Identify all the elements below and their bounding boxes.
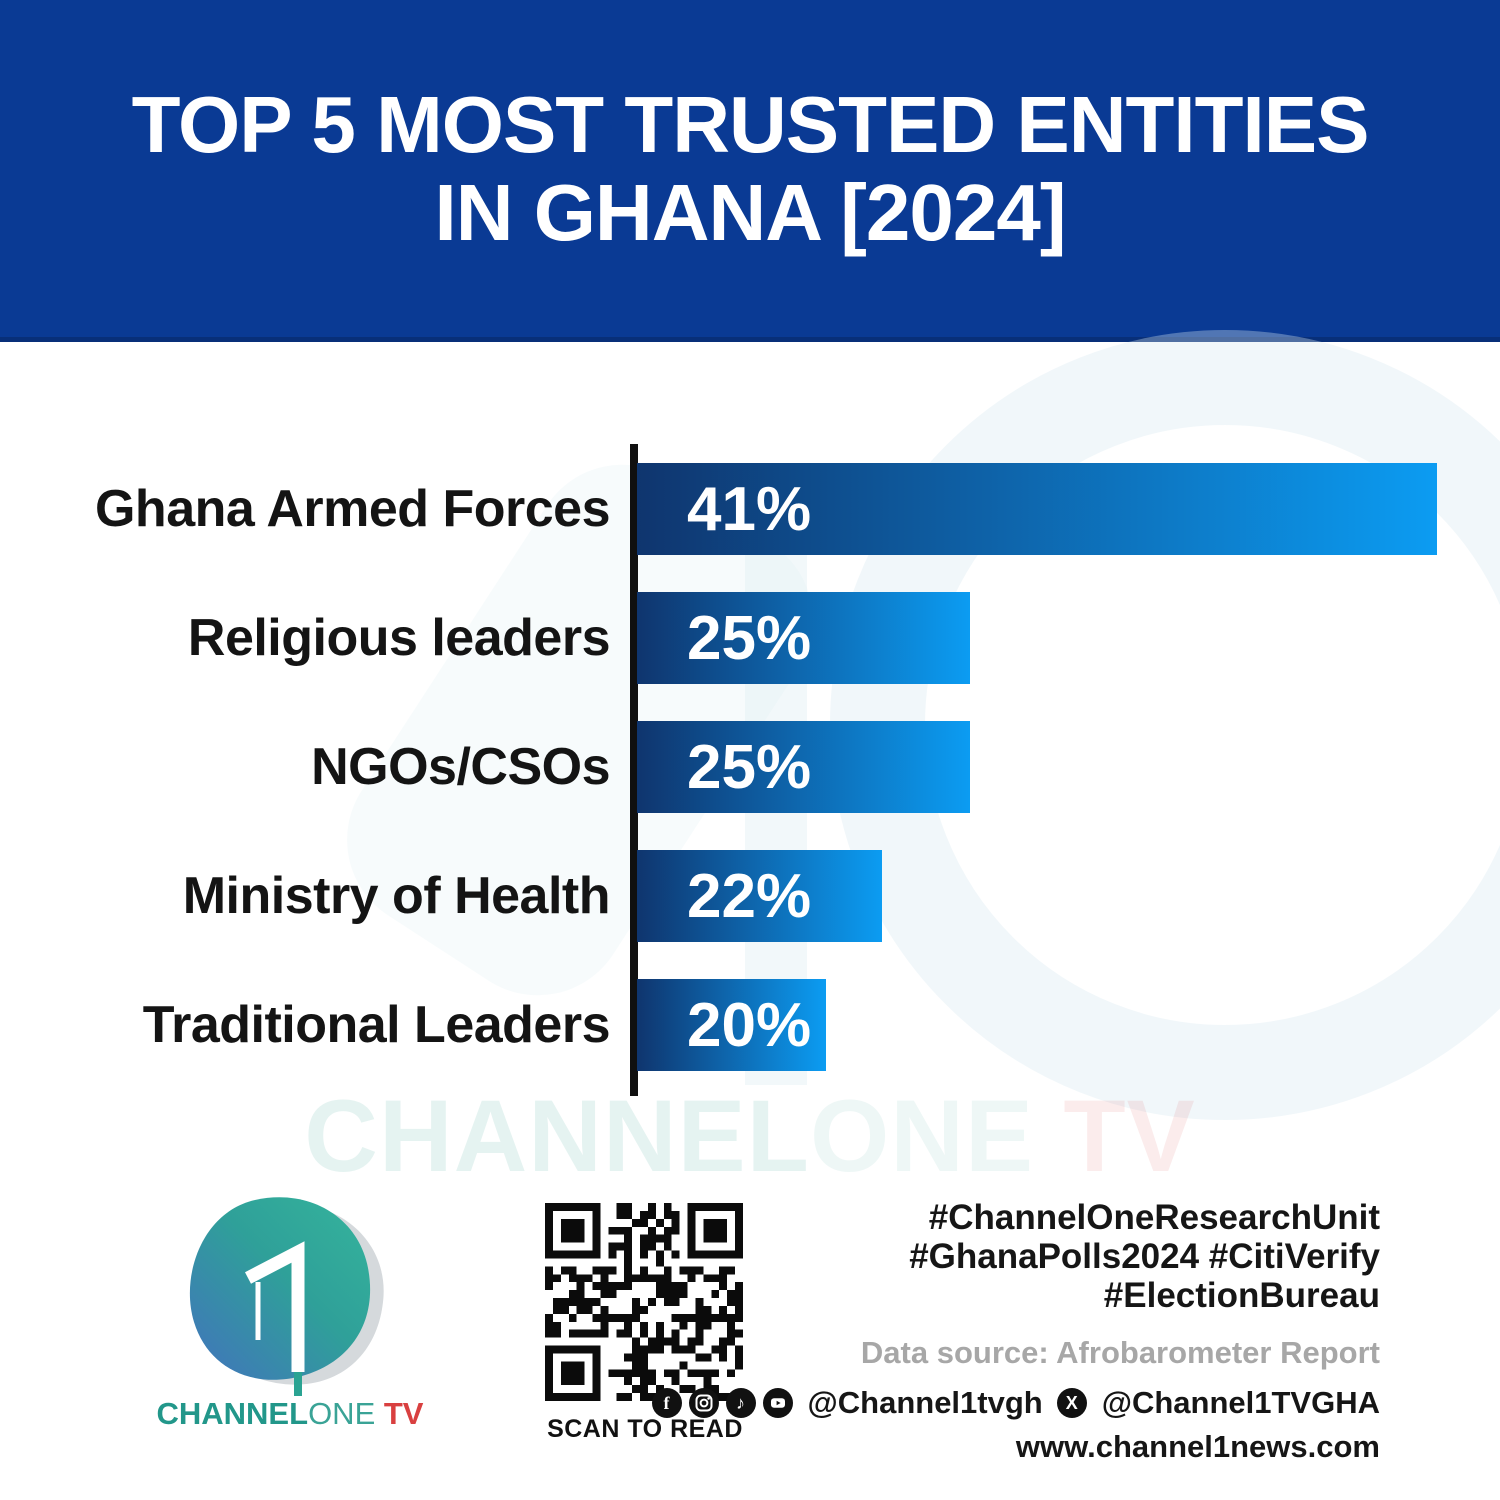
youtube-icon: [762, 1388, 793, 1418]
x-icon: X: [1056, 1388, 1087, 1418]
bar: 25%: [637, 592, 970, 684]
category-label: Traditional Leaders: [142, 996, 611, 1054]
title-line2: IN GHANA [2024]: [434, 167, 1066, 257]
social-row: f ♪ @Channel1tvgh X @Channel1TVGHA: [651, 1385, 1380, 1421]
website-url: www.channel1news.com: [1015, 1429, 1380, 1464]
channel-watermark: CHANNELONE TV: [0, 1078, 1500, 1195]
bar: 25%: [637, 721, 970, 813]
channel-one-logo-mark: [189, 1197, 384, 1396]
wordmark-tv: TV: [375, 1396, 424, 1431]
footer-right-block: #ChannelOneResearchUnit #GhanaPolls2024 …: [651, 1198, 1380, 1465]
qr-code: [545, 1203, 743, 1401]
bar: 22%: [637, 850, 882, 942]
wordmark-channel: CHANNEL: [156, 1396, 309, 1431]
logo-numeral-one: [245, 1241, 305, 1372]
bar-chart: Ghana Armed Forces 41% Religious leaders…: [0, 463, 1500, 1108]
chart-row: Religious leaders 25%: [0, 592, 1500, 684]
instagram-icon: [688, 1388, 719, 1418]
logo-stem: [294, 1372, 302, 1396]
title-line1: TOP 5 MOST TRUSTED ENTITIES: [131, 79, 1370, 169]
bar: 20%: [637, 979, 826, 1071]
value-label: 41%: [687, 474, 812, 544]
category-label: Ministry of Health: [182, 867, 611, 925]
channel-one-logo: CHANNELONE TV: [140, 1190, 440, 1440]
handle-main: @Channel1tvgh: [807, 1385, 1043, 1420]
hashtag-line-2: #GhanaPolls2024 #CitiVerify: [909, 1237, 1380, 1276]
watermark-one: ONE: [809, 1079, 1034, 1193]
hashtag-line-1: #ChannelOneResearchUnit: [928, 1198, 1380, 1237]
chart-row: Ghana Armed Forces 41%: [0, 463, 1500, 555]
value-label: 22%: [687, 861, 812, 931]
qr-caption: SCAN TO READ: [547, 1415, 743, 1443]
hashtag-line-3: #ElectionBureau: [1103, 1276, 1380, 1315]
logo-wordmark: CHANNELONE TV: [140, 1396, 440, 1432]
wordmark-one: ONE: [308, 1396, 376, 1431]
chart-row: Traditional Leaders 20%: [0, 979, 1500, 1071]
facebook-icon: f: [651, 1388, 682, 1418]
category-label: NGOs/CSOs: [311, 738, 610, 796]
category-label: Religious leaders: [187, 609, 611, 667]
value-label: 25%: [687, 732, 812, 802]
category-label: Ghana Armed Forces: [94, 480, 611, 538]
header-banner: TOP 5 MOST TRUSTED ENTITIES IN GHANA [20…: [0, 0, 1500, 342]
chart-row: NGOs/CSOs 25%: [0, 721, 1500, 813]
handle-x: @Channel1TVGHA: [1101, 1385, 1380, 1420]
watermark-tv: TV: [1034, 1079, 1196, 1193]
logo-blob: [189, 1197, 371, 1380]
tiktok-icon: ♪: [725, 1388, 756, 1418]
bar: 41%: [637, 463, 1437, 555]
watermark-channel: CHANNEL: [304, 1079, 810, 1193]
value-label: 25%: [687, 603, 812, 673]
y-axis-line: [630, 444, 638, 1096]
data-source: Data source: Afrobarometer Report: [860, 1335, 1380, 1370]
value-label: 20%: [687, 990, 812, 1060]
chart-row: Ministry of Health 22%: [0, 850, 1500, 942]
